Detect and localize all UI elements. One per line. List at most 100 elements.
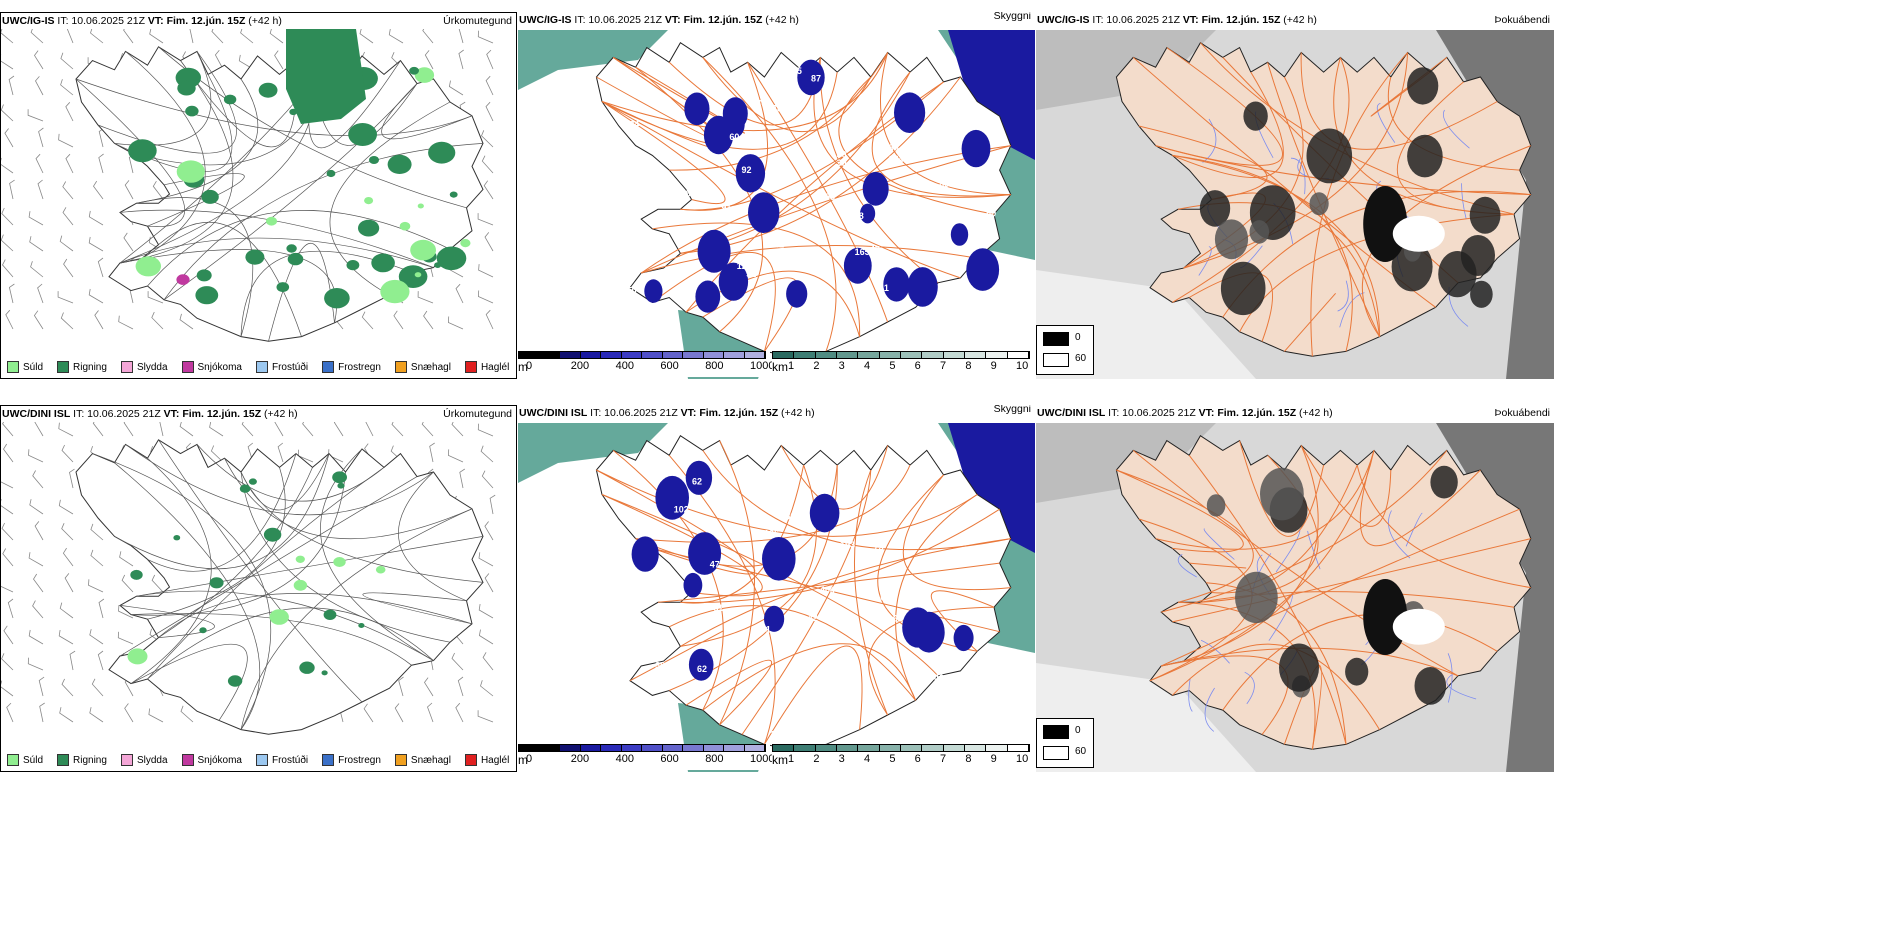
legend-label: Frostregn: [338, 361, 381, 373]
legend-label: Frostregn: [338, 754, 381, 766]
visibility-map[interactable]: 404 391 58 42 50 73 91 62 62 81 48 50 47 97 62 106 40 203…: [518, 423, 1035, 772]
legend-item: Rigning: [57, 754, 107, 766]
visibility-value: 78: [772, 104, 782, 114]
colorbar-tick: 2: [813, 360, 820, 372]
valid-time: Fim. 12.jún. 15Z: [182, 408, 262, 420]
visibility-value: 50: [986, 208, 996, 218]
panel-header: UWC/IG-IS IT: 10.06.2025 21Z VT: Fim. 12…: [518, 12, 1035, 28]
valid-time: Fim. 12.jún. 15Z: [699, 407, 779, 419]
colorbar-tick: 3: [838, 360, 845, 372]
colorbar-tick: 200: [570, 753, 590, 765]
valid-label: VT:: [1198, 407, 1215, 419]
issue-time: IT: 10.06.2025 21Z: [1108, 407, 1196, 419]
colorbar-tick: 6: [914, 753, 921, 765]
lead-time: (+42 h): [1283, 14, 1317, 26]
visibility-value: 30: [837, 158, 847, 168]
legend-swatch: [464, 361, 477, 373]
valid-time: Fim. 12.jún. 15Z: [1201, 14, 1281, 26]
visibility-value: 146: [770, 730, 785, 740]
clear-area: [1392, 215, 1445, 252]
legend-item: Slydda: [120, 754, 168, 766]
visibility-colorbar-km: km 1 2 3 4 5 6 7 8 9 10: [772, 744, 1034, 770]
fog-map[interactable]: [1036, 30, 1554, 379]
model-name: UWC/IG-IS: [2, 15, 55, 27]
visibility-value: 404: [820, 585, 835, 595]
legend-label: Frostúði: [271, 361, 309, 373]
visibility-value: 84: [629, 119, 639, 129]
visibility-value: 30: [837, 150, 847, 160]
legend-swatch: [181, 361, 194, 373]
colorbar-tick: 10: [1016, 360, 1029, 372]
fog-legend-dark: 0: [1075, 725, 1081, 736]
visibility-value: 75: [688, 280, 698, 290]
precip-map[interactable]: [1, 29, 516, 354]
panel-title: Skyggni: [993, 12, 1031, 22]
low-visibility-areas: [644, 59, 1000, 313]
visibility-value: 91: [887, 66, 897, 76]
visibility-value: 86: [796, 162, 806, 172]
low-visibility-areas: [631, 460, 974, 681]
colorbar-unit: km: [772, 753, 788, 767]
panel-header: UWC/IG-IS IT: 10.06.2025 21Z VT: Fim. 12…: [1, 13, 516, 29]
fog-index-areas: [1206, 465, 1458, 705]
visibility-value: 87: [811, 74, 821, 84]
legend-label: Súld: [23, 754, 44, 766]
legend-label: Haglél: [480, 754, 510, 766]
legend-swatch: [255, 361, 268, 373]
model-name: UWC/DINI ISL: [1037, 407, 1106, 419]
fog-core: [1363, 579, 1408, 655]
issue-time: IT: 10.06.2025 21Z: [1092, 14, 1180, 26]
colorbar-tick: 4: [864, 360, 871, 372]
visibility-value: 203: [628, 591, 643, 601]
lead-time: (+42 h): [248, 15, 282, 27]
visibility-value: 102: [674, 505, 689, 515]
colorbar-tick: 7: [940, 753, 947, 765]
visibility-value: 457: [843, 214, 858, 224]
clear-area: [1392, 608, 1445, 645]
legend-swatch: [181, 754, 194, 766]
precip-panel-bottom: UWC/DINI ISL IT: 10.06.2025 21Z VT: Fim.…: [0, 405, 517, 772]
legend-label: Rigning: [73, 754, 107, 766]
panel-title: Þokuábendi: [1494, 14, 1550, 26]
fog-legend-light: 60: [1075, 746, 1087, 757]
colorbar-tick: 5: [889, 360, 896, 372]
legend-swatch: [255, 754, 268, 766]
legend-item: Frostregn: [322, 361, 381, 373]
visibility-value: 48: [854, 468, 864, 478]
visibility-value: 48: [681, 188, 691, 198]
visibility-value: 51: [879, 283, 889, 293]
colorbar-tick: 0: [526, 360, 533, 372]
visibility-value: 92: [742, 165, 752, 175]
legend-label: Frostúði: [271, 754, 309, 766]
legend-swatch: [394, 361, 407, 373]
valid-time: Fim. 12.jún. 15Z: [166, 15, 246, 27]
valid-time: Fim. 12.jún. 15Z: [1217, 407, 1297, 419]
fog-map[interactable]: [1036, 423, 1554, 772]
visibility-map[interactable]: 853 50 45 51 37 68 52 60 28 47 86 83 40 88 75 70 47 52 30 4…: [518, 30, 1035, 379]
visibility-value: 59: [619, 270, 629, 280]
colorbar-tick: 2: [813, 753, 820, 765]
legend-swatch: [322, 754, 335, 766]
colorbar-gradient: [772, 351, 1030, 359]
precip-panel-top: UWC/IG-IS IT: 10.06.2025 21Z VT: Fim. 12…: [0, 12, 517, 379]
legend-swatch: [120, 754, 133, 766]
visibility-value: 42: [774, 240, 784, 250]
colorbar-tick: 1000: [750, 360, 775, 372]
issue-time: IT: 10.06.2025 21Z: [590, 407, 678, 419]
panel-header: UWC/DINI ISL IT: 10.06.2025 21Z VT: Fim.…: [1036, 405, 1554, 421]
visibility-value: 45: [792, 66, 802, 76]
colorbar-tick: 800: [705, 360, 724, 372]
visibility-value: 62: [697, 664, 707, 674]
visibility-value: 81: [713, 603, 723, 613]
precip-map[interactable]: [1, 422, 516, 747]
colorbar-tick: 0: [526, 753, 533, 765]
lead-time: (+42 h): [781, 407, 815, 419]
legend-swatch: [57, 754, 70, 766]
visibility-value: 853: [820, 192, 835, 202]
model-name: UWC/IG-IS: [519, 14, 572, 26]
visibility-value: 103: [816, 325, 831, 335]
legend-item: Snjókoma: [181, 361, 242, 373]
panel-title: Úrkomutegund: [443, 15, 512, 27]
precip-areas: [127, 471, 386, 687]
colorbar-tick: 600: [660, 360, 679, 372]
